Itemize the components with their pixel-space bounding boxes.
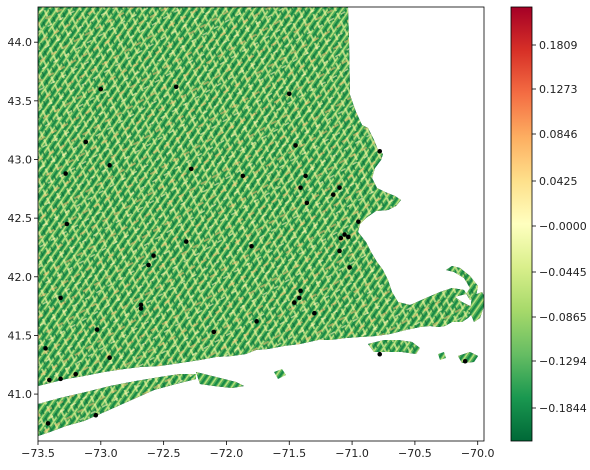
colorbar-tick-label: 0.1809 <box>539 39 578 52</box>
x-tick-label: −70.5 <box>398 447 432 460</box>
station-point <box>377 148 383 154</box>
station-point <box>146 262 151 268</box>
colorbar-tick-label: −0.0000 <box>539 220 587 233</box>
x-tick-label: −73.5 <box>21 447 55 460</box>
station-point <box>356 219 361 224</box>
x-tick-label: −71.5 <box>272 447 306 460</box>
y-axis: 41.0 41.5 42.0 42.5 43.0 43.5 44.0 <box>8 36 38 401</box>
station-point <box>47 377 52 383</box>
y-tick-label: 43.0 <box>8 153 33 166</box>
station-point <box>286 91 292 97</box>
station-point <box>297 295 302 301</box>
station-point <box>138 306 144 311</box>
x-tick-label: −72.0 <box>210 447 244 460</box>
station-point <box>330 192 336 197</box>
station-point <box>304 200 310 206</box>
station-point <box>293 143 298 148</box>
station-point <box>346 234 351 240</box>
colorbar-tick-label: −0.1294 <box>539 355 587 368</box>
station-point <box>240 173 246 179</box>
station-point <box>291 300 297 305</box>
station-markers <box>43 84 468 426</box>
station-point <box>303 173 308 179</box>
x-tick-label: −72.5 <box>147 447 181 460</box>
y-tick-label: 42.0 <box>8 271 33 284</box>
station-point <box>98 86 104 92</box>
station-point <box>45 421 51 426</box>
y-tick-label: 42.5 <box>8 212 33 225</box>
station-point <box>249 243 254 249</box>
station-point <box>63 171 68 176</box>
y-tick-label: 41.0 <box>8 388 33 401</box>
x-tick-label: −70.0 <box>461 447 495 460</box>
x-tick-label: −71.0 <box>335 447 369 460</box>
station-point <box>337 248 342 254</box>
y-tick-label: 41.5 <box>8 329 33 342</box>
colorbar-tick-label: 0.1273 <box>539 83 578 96</box>
station-point <box>64 221 70 227</box>
colorbar-tick-label: 0.0425 <box>539 175 578 188</box>
station-point <box>342 232 347 237</box>
station-point <box>173 84 179 90</box>
station-point <box>462 358 468 364</box>
station-point <box>58 376 63 382</box>
station-point <box>151 253 156 258</box>
station-point <box>347 265 352 270</box>
land-raster <box>38 7 484 436</box>
x-axis: −73.5 −73.0 −72.5 −72.0 −71.5 −71.0 −70.5 −70.0 <box>21 441 495 460</box>
x-tick-label: −73.0 <box>84 447 118 460</box>
station-point <box>188 166 194 172</box>
station-point <box>107 163 112 168</box>
station-point <box>183 239 189 244</box>
colorbar-tick-label: 0.0846 <box>539 128 578 141</box>
colorbar <box>511 7 532 441</box>
station-point <box>211 329 217 335</box>
station-point <box>73 371 78 377</box>
station-point <box>93 412 99 418</box>
colorbar-tick-label: −0.0445 <box>539 266 587 279</box>
colorbar-tick-label: −0.1844 <box>539 402 587 415</box>
station-point <box>58 295 63 301</box>
station-point <box>138 302 144 308</box>
station-point <box>298 185 303 190</box>
colorbar-tick-label: −0.0865 <box>539 311 587 324</box>
colorbar-frame <box>510 6 533 442</box>
station-point <box>337 185 342 190</box>
station-point <box>298 288 303 294</box>
station-point <box>107 355 112 361</box>
station-point <box>43 346 48 351</box>
station-point <box>83 139 89 145</box>
station-point <box>377 351 383 357</box>
station-point <box>94 327 100 332</box>
station-point <box>338 235 344 241</box>
colorbar-ticks: 0.1809 0.1273 0.0846 0.0425 −0.0000 −0.0445 −0… <box>532 39 587 415</box>
station-point <box>254 319 259 324</box>
axes-frame <box>37 6 485 442</box>
y-tick-label: 43.5 <box>8 95 33 108</box>
station-point <box>312 310 317 316</box>
y-tick-label: 44.0 <box>8 36 33 49</box>
